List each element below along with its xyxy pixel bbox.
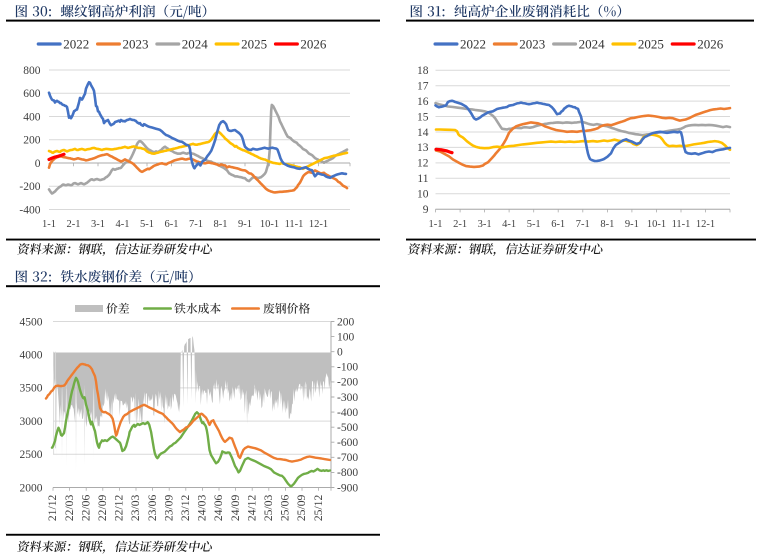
svg-text:1-1: 1-1 (42, 219, 56, 230)
svg-text:22/06: 22/06 (79, 495, 92, 522)
svg-text:24/09: 24/09 (229, 495, 242, 522)
svg-text:11-1: 11-1 (285, 219, 304, 230)
svg-text:2022: 2022 (460, 37, 486, 52)
svg-text:10-1: 10-1 (260, 219, 279, 230)
svg-text:2-1: 2-1 (67, 219, 81, 230)
svg-text:21/12: 21/12 (46, 495, 59, 522)
svg-text:-300: -300 (337, 392, 358, 404)
svg-text:2000: 2000 (20, 482, 43, 494)
svg-text:4000: 4000 (20, 350, 43, 362)
svg-text:25/06: 25/06 (279, 495, 292, 522)
svg-text:9: 9 (423, 204, 429, 216)
svg-text:2024: 2024 (579, 37, 606, 52)
svg-text:9-1: 9-1 (238, 219, 252, 230)
svg-text:1-1: 1-1 (429, 219, 443, 230)
svg-text:23/09: 23/09 (162, 495, 175, 522)
svg-text:8-1: 8-1 (214, 219, 228, 230)
svg-text:10-1: 10-1 (647, 219, 666, 230)
svg-text:7-1: 7-1 (576, 219, 590, 230)
svg-text:2022: 2022 (63, 37, 89, 52)
svg-text:11-1: 11-1 (672, 219, 691, 230)
svg-text:6-1: 6-1 (165, 219, 179, 230)
svg-text:-600: -600 (337, 437, 358, 449)
svg-text:10: 10 (417, 189, 429, 201)
svg-text:0: 0 (35, 158, 41, 170)
svg-text:11: 11 (417, 173, 428, 185)
svg-text:0: 0 (337, 347, 343, 359)
svg-text:2024: 2024 (182, 37, 209, 52)
svg-text:2-1: 2-1 (453, 219, 467, 230)
svg-text:25/09: 25/09 (295, 495, 308, 522)
svg-text:3000: 3000 (20, 416, 43, 428)
svg-text:5-1: 5-1 (140, 219, 154, 230)
svg-text:100: 100 (337, 331, 355, 343)
svg-text:-200: -200 (19, 181, 40, 193)
svg-text:18: 18 (417, 65, 429, 77)
svg-text:400: 400 (23, 111, 41, 123)
svg-text:12-1: 12-1 (696, 219, 715, 230)
svg-text:2023: 2023 (519, 37, 545, 52)
svg-text:23/06: 23/06 (146, 495, 159, 522)
svg-text:3500: 3500 (20, 383, 43, 395)
svg-text:23/12: 23/12 (179, 495, 192, 522)
svg-text:2026: 2026 (300, 37, 327, 52)
svg-text:22/12: 22/12 (113, 495, 126, 522)
svg-text:24/12: 24/12 (245, 495, 258, 522)
svg-text:17: 17 (417, 81, 429, 93)
svg-text:8-1: 8-1 (600, 219, 614, 230)
svg-text:14: 14 (417, 127, 429, 139)
svg-text:-500: -500 (337, 422, 358, 434)
svg-text:25/03: 25/03 (262, 495, 275, 522)
svg-text:24/03: 24/03 (196, 495, 209, 522)
svg-text:2025: 2025 (638, 37, 664, 52)
svg-text:-200: -200 (337, 377, 358, 389)
svg-text:16: 16 (417, 96, 429, 108)
svg-text:-700: -700 (337, 452, 358, 464)
svg-text:-400: -400 (337, 407, 358, 419)
svg-text:2026: 2026 (697, 37, 724, 52)
svg-text:3-1: 3-1 (91, 219, 105, 230)
svg-text:15: 15 (417, 111, 429, 123)
svg-text:4-1: 4-1 (502, 219, 516, 230)
svg-text:7-1: 7-1 (189, 219, 203, 230)
svg-text:200: 200 (23, 135, 41, 147)
svg-text:3-1: 3-1 (478, 219, 492, 230)
svg-text:200: 200 (337, 316, 355, 328)
svg-text:9-1: 9-1 (625, 219, 639, 230)
svg-text:-100: -100 (337, 362, 358, 374)
svg-text:-900: -900 (337, 482, 358, 494)
svg-text:4500: 4500 (20, 316, 43, 328)
svg-text:13: 13 (417, 142, 429, 154)
svg-text:2025: 2025 (241, 37, 267, 52)
svg-text:5-1: 5-1 (527, 219, 541, 230)
svg-text:24/06: 24/06 (212, 495, 225, 522)
svg-text:23/03: 23/03 (129, 495, 142, 522)
svg-text:2500: 2500 (20, 449, 43, 461)
svg-text:22/09: 22/09 (96, 495, 109, 522)
svg-text:6-1: 6-1 (551, 219, 565, 230)
svg-text:22/03: 22/03 (63, 495, 76, 522)
svg-text:4-1: 4-1 (116, 219, 130, 230)
svg-text:12: 12 (417, 158, 429, 170)
svg-text:800: 800 (23, 65, 41, 77)
svg-text:-400: -400 (19, 204, 40, 216)
svg-text:2023: 2023 (123, 37, 149, 52)
svg-text:-800: -800 (337, 467, 358, 479)
svg-text:12-1: 12-1 (309, 219, 328, 230)
svg-text:600: 600 (23, 88, 41, 100)
svg-text:25/12: 25/12 (312, 495, 325, 522)
